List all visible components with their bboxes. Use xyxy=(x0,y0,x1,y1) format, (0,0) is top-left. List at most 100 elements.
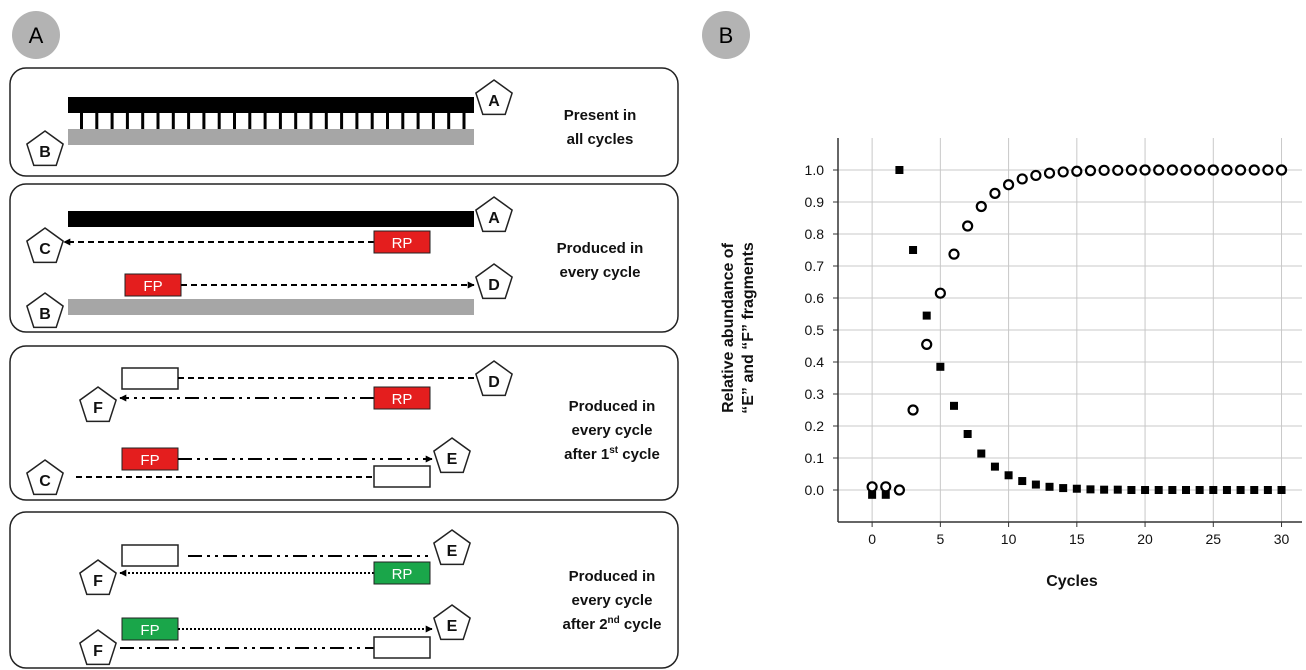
panel-a-text: A xyxy=(29,23,44,48)
node-marker-a: A xyxy=(475,196,513,233)
tail-box-lower-2 xyxy=(373,636,431,659)
base-pair-rung xyxy=(171,113,175,129)
data-point-circle xyxy=(1071,165,1083,177)
base-pair-rung xyxy=(187,113,191,129)
pentagon-shape xyxy=(26,227,64,264)
node-marker-f: F xyxy=(79,559,117,596)
node-marker-c: C xyxy=(26,227,64,264)
pentagon-shape xyxy=(433,437,471,474)
template-strand-a xyxy=(68,97,474,113)
data-point-square xyxy=(1277,486,1286,494)
data-point-circle xyxy=(975,200,987,213)
rp-primer-box-2 xyxy=(373,230,431,254)
pentagon-shape xyxy=(79,559,117,596)
data-point-circle xyxy=(1166,164,1178,176)
data-point-square xyxy=(1059,484,1068,493)
box-2-line-2: every cycle xyxy=(560,264,641,281)
rp-primer-box-4 xyxy=(373,561,431,585)
node-letter: D xyxy=(488,374,500,391)
y-axis-title-line-2: “E” and “F” fragments xyxy=(740,242,757,414)
data-point-circle xyxy=(1207,164,1219,176)
y-tick-label: 0.6 xyxy=(805,290,825,306)
data-point-square xyxy=(1154,486,1163,494)
y-axis-title-line-1: Relative abundance of xyxy=(720,242,737,412)
x-tick-label: 20 xyxy=(1137,531,1153,547)
base-pair-rung xyxy=(401,113,405,129)
x-tick-label: 25 xyxy=(1206,531,1222,547)
y-tick-labels: 0.0 0.1 0.2 0.3 0.4 0.5 0.6 0.7 0.8 0.9 1.0 xyxy=(805,162,838,498)
panel-b-circle xyxy=(702,11,750,59)
x-tick-label: 30 xyxy=(1274,531,1290,547)
y-tick-label: 0.0 xyxy=(805,482,825,498)
node-letter: C xyxy=(39,241,51,258)
base-pair-rung xyxy=(278,113,282,129)
base-pair-rung xyxy=(141,113,145,129)
data-point-square xyxy=(1100,485,1109,494)
template-strand-a-2 xyxy=(68,211,474,227)
y-tick-label: 0.8 xyxy=(805,226,825,242)
base-pair-rung xyxy=(248,113,252,129)
box-4-line-2: every cycle xyxy=(572,592,653,609)
data-point-square xyxy=(1209,486,1218,494)
data-point-square xyxy=(1004,471,1013,480)
pentagon-shape xyxy=(26,459,64,496)
data-point-circle xyxy=(1234,164,1247,176)
base-pair-rung xyxy=(202,113,206,129)
data-point-square xyxy=(1141,486,1150,494)
x-axis-title: Cycles xyxy=(1046,573,1098,590)
base-pair-rung xyxy=(340,113,344,129)
pentagon-shape xyxy=(26,130,64,167)
data-point-circle xyxy=(989,187,1001,199)
data-point-square xyxy=(1168,486,1177,494)
template-strand-b xyxy=(68,129,474,145)
node-marker-d: D xyxy=(475,360,513,397)
pentagon-shape xyxy=(79,386,117,423)
pentagon-shape xyxy=(475,360,513,397)
data-point-circle xyxy=(1030,169,1042,182)
box-3-line-1: Produced in xyxy=(569,398,656,415)
data-point-circle xyxy=(1153,164,1165,176)
data-point-square xyxy=(1263,486,1272,494)
data-point-square xyxy=(1250,486,1259,494)
x-tick-labels: 0 5 10 15 20 25 30 xyxy=(868,522,1290,547)
data-point-square xyxy=(1045,482,1054,491)
node-letter: E xyxy=(447,451,458,468)
node-letter: B xyxy=(39,144,51,161)
node-letter: A xyxy=(488,93,500,110)
data-point-circle xyxy=(1275,164,1288,176)
base-pair-rung xyxy=(125,113,129,129)
node-marker-b: B xyxy=(26,292,64,329)
pentagon-shape xyxy=(475,263,513,300)
box-present-all-cycles: Present in all cycles xyxy=(9,67,679,177)
pentagon-shape xyxy=(433,604,471,641)
data-point-square xyxy=(1236,486,1245,494)
box-1-line-1: Present in xyxy=(564,107,637,124)
data-point-square xyxy=(868,490,877,499)
pentagon-shape xyxy=(79,629,117,666)
base-pair-rung xyxy=(370,113,374,129)
y-tick-label: 0.3 xyxy=(805,386,825,402)
data-point-circle xyxy=(880,481,892,493)
box-4-line-1: Produced in xyxy=(569,568,656,585)
box-2-line-1: Produced in xyxy=(557,240,644,257)
base-pair-rung xyxy=(386,113,389,129)
node-marker-e: E xyxy=(433,529,471,566)
y-tick-label: 0.9 xyxy=(805,194,825,210)
base-pair-rungs xyxy=(80,113,466,129)
node-letter: E xyxy=(447,543,458,560)
fp-label-box-4: FP xyxy=(140,622,159,639)
data-point-square xyxy=(922,311,931,320)
data-point-circle xyxy=(948,248,960,260)
panel-b-label: B xyxy=(702,11,750,59)
data-point-square xyxy=(990,462,999,471)
panel-a-circle xyxy=(12,11,60,59)
chart-grid xyxy=(838,138,1302,522)
data-point-circle xyxy=(1262,164,1274,176)
pentagon-shape xyxy=(475,196,513,233)
data-point-circle xyxy=(1221,164,1233,176)
node-marker-f: F xyxy=(79,386,117,423)
base-pair-rung xyxy=(95,113,99,129)
node-marker-a: A xyxy=(475,79,513,116)
data-point-circle xyxy=(1194,164,1206,176)
